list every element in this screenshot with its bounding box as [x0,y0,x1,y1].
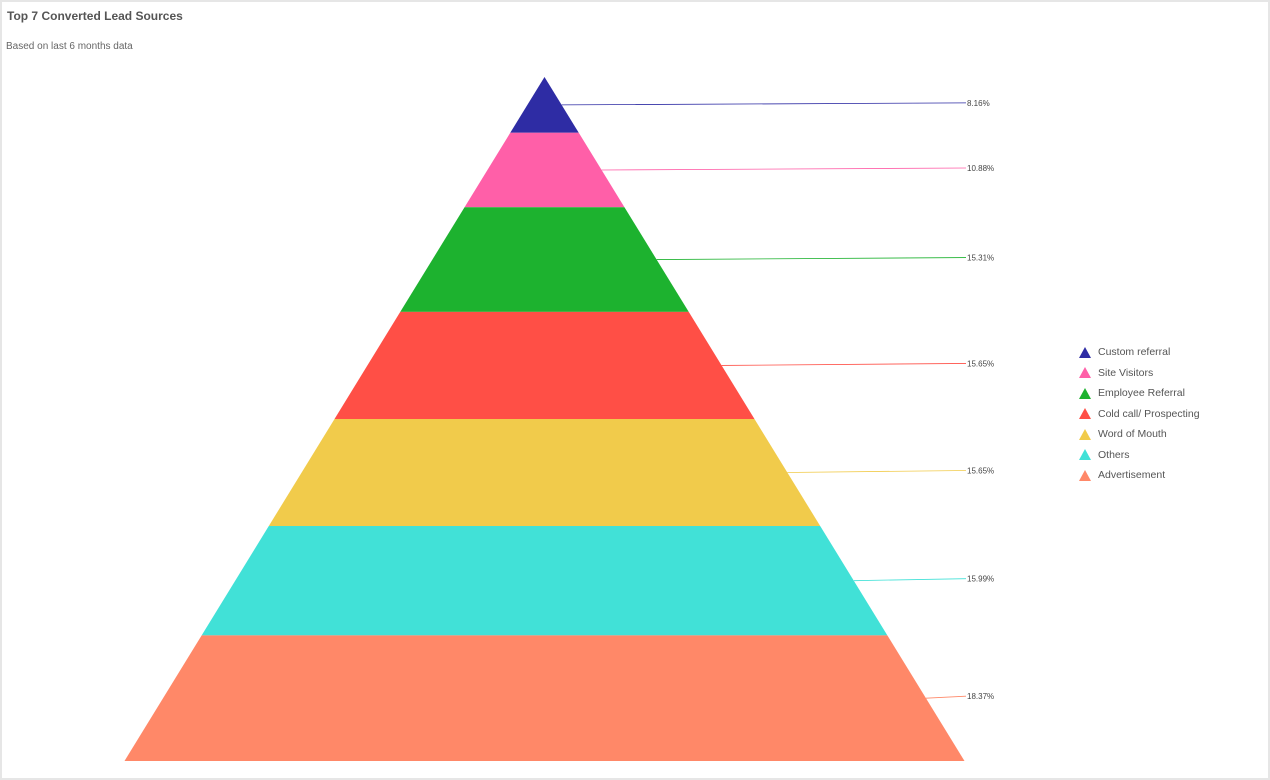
legend-triangle-icon [1079,408,1091,420]
legend-triangle-icon [1079,449,1091,461]
connector-line-6 [853,578,967,582]
pyramid-segment-4 [334,311,755,419]
legend-triangle-icon [1079,428,1091,440]
legend-item-2[interactable]: Site Visitors [1079,363,1200,384]
data-label-5: 15.65% [967,466,994,475]
legend-item-4[interactable]: Cold call/ Prospecting [1079,404,1200,425]
chart-legend: Custom referral Site Visitors Employee Ref… [1079,342,1200,486]
legend-item-1[interactable]: Custom referral [1079,342,1200,363]
connector-line-5 [787,470,967,473]
connector-line-3 [656,257,967,260]
legend-triangle-icon [1079,387,1091,399]
data-label-6: 15.99% [967,575,994,584]
pyramid-segment-3 [400,207,689,312]
legend-label: Cold call/ Prospecting [1098,407,1200,420]
legend-triangle-icon [1079,367,1091,379]
connector-line-1 [561,102,967,106]
legend-label: Advertisement [1098,469,1166,482]
legend-label: Custom referral [1098,346,1171,359]
pyramid-segment-6 [201,526,888,636]
data-label-7: 18.37% [967,692,994,701]
legend-triangle-icon [1079,346,1091,358]
chart-subtitle: Based on last 6 months data [6,41,133,52]
data-label-1: 8.16% [967,99,990,108]
legend-label: Employee Referral [1098,387,1185,400]
connector-line-7 [925,695,967,699]
legend-label: Word of Mouth [1098,428,1167,441]
legend-label: Site Visitors [1098,366,1154,379]
pyramid-segment-2 [464,132,625,208]
legend-item-5[interactable]: Word of Mouth [1079,424,1200,445]
legend-label: Others [1098,448,1130,461]
data-label-3: 15.31% [967,254,994,263]
legend-item-3[interactable]: Employee Referral [1079,383,1200,404]
connector-line-4 [721,363,967,366]
legend-item-7[interactable]: Advertisement [1079,465,1200,486]
pyramid-segment-7 [124,635,965,761]
data-label-4: 15.65% [967,359,994,368]
data-label-2: 10.88% [967,164,994,173]
legend-triangle-icon [1079,469,1091,481]
pyramid-segment-5 [268,418,821,527]
legend-item-6[interactable]: Others [1079,445,1200,466]
connector-line-2 [601,167,967,171]
pyramid-segment-1 [510,77,579,133]
chart-title: Top 7 Converted Lead Sources [7,9,183,23]
